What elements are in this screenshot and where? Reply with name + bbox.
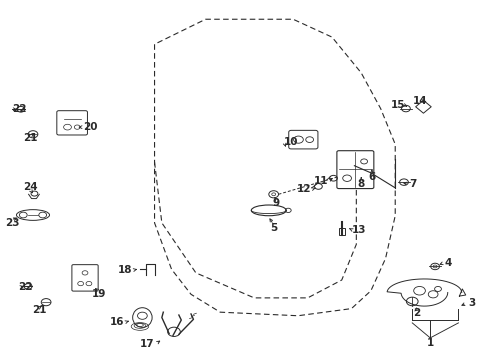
Text: 20: 20	[83, 122, 98, 132]
Polygon shape	[458, 289, 465, 296]
FancyBboxPatch shape	[288, 130, 317, 149]
Text: 21: 21	[23, 133, 38, 143]
Text: 8: 8	[357, 179, 364, 189]
Text: 16: 16	[109, 317, 123, 327]
Text: 24: 24	[23, 182, 38, 192]
Text: 13: 13	[351, 225, 365, 235]
Text: 22: 22	[12, 104, 26, 114]
Polygon shape	[415, 100, 430, 113]
FancyBboxPatch shape	[57, 111, 87, 135]
Ellipse shape	[17, 210, 49, 220]
Text: 17: 17	[140, 339, 154, 348]
Text: 4: 4	[444, 258, 451, 268]
Text: 15: 15	[389, 100, 404, 110]
FancyBboxPatch shape	[72, 265, 98, 291]
Text: 18: 18	[118, 265, 132, 275]
Text: 14: 14	[412, 96, 427, 107]
Bar	[339, 228, 345, 235]
Text: 3: 3	[467, 298, 474, 308]
Text: 9: 9	[272, 198, 279, 208]
Ellipse shape	[132, 308, 152, 327]
FancyBboxPatch shape	[336, 151, 373, 189]
Text: 11: 11	[313, 176, 327, 186]
Text: 7: 7	[408, 179, 415, 189]
Text: 23: 23	[5, 218, 20, 228]
Text: 21: 21	[32, 305, 46, 315]
Text: 10: 10	[283, 138, 297, 148]
Text: 22: 22	[18, 282, 32, 292]
Text: 5: 5	[269, 223, 277, 233]
Polygon shape	[386, 279, 461, 306]
Text: 1: 1	[426, 338, 433, 348]
Text: 19: 19	[91, 289, 105, 299]
Text: 12: 12	[297, 184, 311, 194]
Ellipse shape	[251, 205, 286, 216]
Text: 6: 6	[367, 172, 375, 182]
Text: 2: 2	[413, 308, 420, 318]
